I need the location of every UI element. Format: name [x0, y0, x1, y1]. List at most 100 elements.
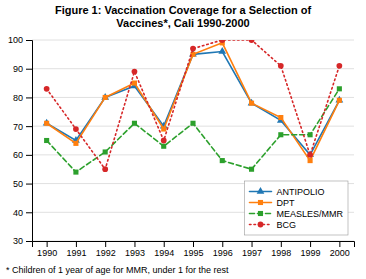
x-tick: 1998 [271, 241, 291, 258]
grid-line [32, 68, 354, 69]
point [308, 132, 313, 137]
x-tick-mark [134, 241, 135, 247]
x-axis: 1990 1991 1992 1993 1994 1995 1996 1997 1998 1999… [33, 241, 355, 258]
point [249, 101, 254, 106]
x-tick-mark [164, 241, 165, 247]
point [190, 46, 196, 52]
point [161, 144, 166, 149]
x-tick-label: 1997 [242, 248, 262, 258]
point [220, 158, 225, 163]
point [103, 149, 108, 154]
point [132, 69, 138, 75]
x-tick-label: 1994 [154, 248, 174, 258]
y-tick: 90 [13, 64, 32, 74]
point [103, 95, 108, 100]
y-tick: 40 [13, 208, 32, 218]
point [249, 40, 255, 43]
y-axis: 30405060708090100 [8, 35, 33, 246]
x-tick-mark [310, 241, 311, 247]
x-tick: 1992 [96, 241, 116, 258]
y-tick-mark [26, 69, 32, 70]
grid-line [32, 97, 354, 98]
x-tick-mark [252, 241, 253, 247]
y-tick-mark [26, 184, 32, 185]
x-tick: 1991 [66, 241, 86, 258]
x-tick: 1996 [213, 241, 233, 258]
series-group [43, 40, 343, 175]
legend-marker [258, 222, 264, 228]
point [278, 63, 284, 69]
legend-marker [257, 187, 265, 194]
x-tick-label: 1990 [37, 248, 57, 258]
legend-frame [244, 181, 348, 235]
y-tick-label: 70 [13, 122, 23, 132]
series-line [47, 40, 340, 169]
footnote: * Children of 1 year of age for MMR, und… [6, 265, 229, 275]
plot: 1990 1991 1992 1993 1994 1995 1996 1997 1998 1999… [8, 35, 355, 258]
x-axis-line [33, 242, 355, 248]
y-axis-line [26, 41, 33, 242]
x-tick-label: 2000 [330, 248, 350, 258]
y-tick-mark [26, 97, 32, 98]
y-tick-label: 60 [13, 150, 23, 160]
x-tick-mark [76, 241, 77, 247]
point [249, 167, 254, 172]
point [190, 121, 195, 126]
legend-label: ANTIPOLIO [276, 187, 324, 197]
x-tick-label: 1998 [271, 248, 291, 258]
legend-label: MEASLES/MMR [276, 209, 343, 219]
x-tick-mark [105, 241, 106, 247]
point [73, 170, 78, 175]
legend: ANTIPOLIODPTMEASLES/MMRBCG [244, 181, 348, 235]
series-markers [44, 40, 342, 163]
y-tick-mark [26, 126, 32, 127]
y-tick-label: 90 [13, 64, 23, 74]
legend-label: DPT [276, 198, 295, 208]
y-tick-mark [26, 241, 32, 242]
series-markers [43, 47, 343, 157]
x-tick: 1994 [154, 241, 174, 258]
y-tick-label: 50 [13, 179, 23, 189]
point [278, 115, 283, 120]
y-tick: 50 [13, 179, 32, 189]
point [278, 132, 283, 137]
point [44, 121, 49, 126]
point [73, 126, 79, 132]
x-tick-label: 1991 [66, 248, 86, 258]
x-tick: 1993 [125, 241, 145, 258]
series-line [47, 43, 340, 161]
point [102, 166, 108, 172]
legend-label: BCG [276, 220, 296, 230]
point [161, 138, 167, 144]
x-tick-mark [47, 241, 48, 247]
y-tick-label: 100 [8, 35, 23, 45]
title-line: Vaccines*, Cali 1990-2000 [116, 17, 249, 29]
series-markers [44, 40, 342, 172]
point [44, 86, 50, 92]
point [307, 152, 313, 158]
y-tick-mark [26, 212, 32, 213]
grid-line [32, 40, 354, 41]
y-tick-mark [26, 40, 32, 41]
x-tick-mark [193, 241, 194, 247]
x-tick: 1995 [183, 241, 203, 258]
chart: Figure 1: Vaccination Coverage for a Sel… [0, 0, 366, 279]
grid [32, 40, 354, 241]
x-tick-label: 1992 [96, 248, 116, 258]
legend-marker [258, 200, 263, 205]
y-tick: 80 [13, 93, 32, 103]
x-tick: 1999 [301, 241, 321, 258]
x-tick-label: 1999 [301, 248, 321, 258]
x-tick-label: 1993 [125, 248, 145, 258]
x-tick-mark [222, 241, 223, 247]
y-tick: 100 [8, 35, 32, 45]
point [337, 98, 342, 103]
series-markers [44, 86, 342, 174]
y-tick-label: 80 [13, 93, 23, 103]
point [219, 40, 225, 43]
x-tick-label: 1996 [213, 248, 233, 258]
y-tick-label: 40 [13, 208, 23, 218]
point [73, 141, 78, 146]
series-line [47, 89, 340, 172]
y-tick: 60 [13, 150, 32, 160]
